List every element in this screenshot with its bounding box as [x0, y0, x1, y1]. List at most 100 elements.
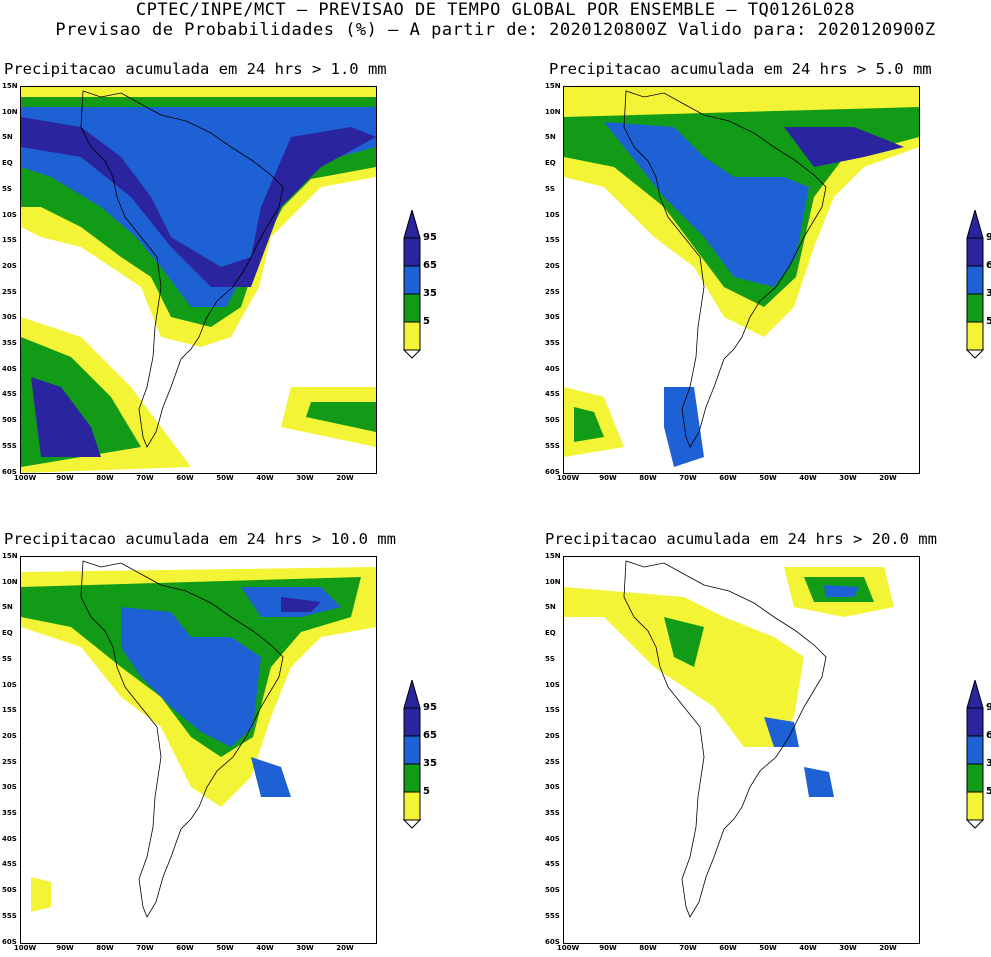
legend-swatch	[403, 791, 421, 821]
lon-tick-label: 100W	[556, 474, 580, 482]
precip-map	[564, 560, 894, 918]
probability-area-c65	[664, 387, 704, 467]
legend-colorbar	[402, 678, 422, 829]
probability-area-c65	[764, 717, 799, 747]
lon-tick-label: 80W	[639, 944, 657, 952]
legend-level-label: 65	[986, 730, 991, 741]
lat-tick-label: 40S	[2, 834, 17, 843]
lat-tick-label: EQ	[545, 159, 556, 168]
lat-tick-label: 45S	[545, 860, 560, 869]
lat-tick-label: 60S	[545, 937, 560, 946]
probability-area-c95	[784, 127, 904, 167]
panel-title: Precipitacao acumulada em 24 hrs > 1.0 m…	[4, 60, 387, 78]
legend-swatch	[403, 265, 421, 295]
lat-tick-label: 60S	[2, 467, 17, 476]
lat-tick-label: 15S	[2, 706, 17, 715]
lat-tick-label: 20S	[545, 731, 560, 740]
legend-arrow-top	[403, 678, 421, 709]
legend-level-label: 5	[423, 786, 430, 797]
legend-level-label: 95	[423, 232, 437, 243]
legend-colorbar	[965, 678, 985, 829]
legend-swatch	[966, 293, 984, 323]
lat-tick-label: 15S	[545, 236, 560, 245]
legend-arrow-bottom	[965, 819, 985, 829]
lon-tick-label: 90W	[599, 474, 617, 482]
lat-tick-label: 25S	[545, 757, 560, 766]
lat-tick-label: 10N	[2, 577, 18, 586]
legend-level-label: 35	[423, 288, 437, 299]
lat-tick-label: 5N	[2, 133, 13, 142]
lon-tick-label: 30W	[296, 474, 314, 482]
lat-tick-label: 10S	[2, 680, 17, 689]
lon-tick-label: 50W	[759, 944, 777, 952]
map-area	[563, 86, 920, 474]
legend-arrow-bottom	[402, 819, 422, 829]
lat-tick-label: 55S	[545, 911, 560, 920]
lon-tick-label: 90W	[56, 944, 74, 952]
legend-swatch	[403, 735, 421, 765]
lat-tick-label: 55S	[2, 441, 17, 450]
lat-tick-label: 15N	[2, 552, 18, 560]
legend: 95 65 35 5	[400, 678, 440, 840]
lat-tick-label: 10S	[545, 680, 560, 689]
lat-tick-label: 50S	[545, 416, 560, 425]
continent-outline	[623, 90, 827, 448]
map-panel-20mm: Precipitacao acumulada em 24 hrs > 20.0 …	[543, 530, 991, 952]
probability-area-c65	[251, 757, 291, 797]
continent-outline	[623, 560, 827, 918]
probability-area-c5	[564, 587, 804, 747]
lat-tick-label: 40S	[545, 834, 560, 843]
legend-swatch	[966, 237, 984, 267]
lon-tick-label: 20W	[879, 474, 897, 482]
precip-map	[21, 87, 376, 473]
lat-tick-label: 5S	[545, 654, 555, 663]
map-panel-5mm: Precipitacao acumulada em 24 hrs > 5.0 m…	[543, 60, 991, 482]
probability-area-c65	[604, 122, 809, 287]
lon-tick-label: 80W	[639, 474, 657, 482]
lat-tick-label: 5S	[2, 654, 12, 663]
lat-tick-label: 25S	[545, 287, 560, 296]
panel-title: Precipitacao acumulada em 24 hrs > 5.0 m…	[549, 60, 932, 78]
legend-level-label: 95	[986, 232, 991, 243]
continent-outline	[80, 560, 284, 918]
lat-tick-label: EQ	[545, 629, 556, 638]
lon-tick-label: 80W	[96, 474, 114, 482]
lat-tick-label: EQ	[2, 629, 13, 638]
lat-tick-label: 25S	[2, 757, 17, 766]
continent-outline	[80, 90, 284, 448]
legend-swatch	[966, 321, 984, 351]
legend-arrow-bottom	[402, 349, 422, 359]
lat-tick-label: 15S	[545, 706, 560, 715]
legend-swatch	[966, 707, 984, 737]
lon-tick-label: 100W	[13, 944, 37, 952]
lon-tick-label: 70W	[679, 944, 697, 952]
lat-tick-label: 35S	[545, 339, 560, 347]
map-area	[20, 556, 377, 944]
legend-swatch	[403, 293, 421, 323]
panel-title: Precipitacao acumulada em 24 hrs > 20.0 …	[545, 530, 937, 548]
lat-tick-label: 20S	[545, 261, 560, 270]
lat-tick-label: 60S	[2, 937, 17, 946]
lat-tick-label: 45S	[545, 390, 560, 399]
precip-map	[21, 560, 376, 918]
lon-tick-label: 90W	[599, 944, 617, 952]
lon-tick-label: 60W	[176, 474, 194, 482]
legend-swatch	[403, 237, 421, 267]
lat-tick-label: 10N	[545, 577, 561, 586]
lon-tick-label: 40W	[799, 474, 817, 482]
lat-tick-label: 15N	[545, 82, 561, 90]
legend-swatch	[966, 763, 984, 793]
probability-area-c35	[664, 617, 704, 667]
lat-tick-label: 10S	[545, 210, 560, 219]
lon-tick-label: 60W	[176, 944, 194, 952]
legend-swatch	[403, 707, 421, 737]
map-area	[563, 556, 920, 944]
lat-tick-label: 5S	[2, 184, 12, 193]
legend-level-label: 95	[423, 702, 437, 713]
probability-area-c65	[824, 585, 859, 597]
lon-tick-label: 50W	[216, 944, 234, 952]
map-area	[20, 86, 377, 474]
probability-area-c35	[574, 407, 604, 442]
lat-tick-label: 20S	[2, 261, 17, 270]
legend-level-label: 35	[986, 288, 991, 299]
